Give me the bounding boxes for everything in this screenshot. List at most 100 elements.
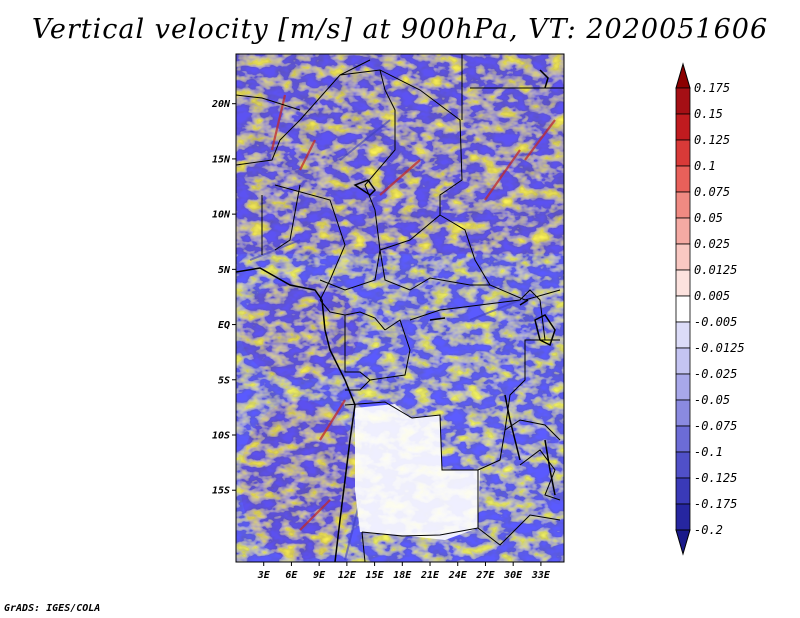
colorbar-label: -0.1 [694, 445, 723, 459]
colorbar-bin [675, 87, 691, 115]
colorbar-label: -0.0125 [694, 341, 745, 355]
downdraft-streaks [249, 119, 521, 561]
streak [484, 149, 521, 201]
lon-tick-label: 18E [393, 570, 412, 581]
colorbar-bin [675, 399, 691, 427]
colorbar-bin [675, 503, 691, 531]
colorbar-label: -0.075 [694, 419, 737, 433]
colorbar-label: -0.025 [694, 367, 737, 381]
colorbar-label: 0.0125 [694, 263, 737, 277]
colorbar-bin [675, 113, 691, 141]
lon-tick-label: 33E [531, 570, 551, 581]
colorbar: 0.175 0.15 0.125 0.1 0.075 0.05 0.025 0.0125 0.0… [675, 62, 745, 556]
streak [299, 139, 316, 171]
lon-tick-label: 3E [257, 570, 271, 581]
border-line [344, 401, 479, 537]
longitude-axis: 3E 6E 9E 12E 15E 18E 21E 24E 27E 30E 33E [257, 562, 551, 581]
colorbar-top-arrow [675, 62, 691, 89]
red-sea-coast [539, 69, 549, 89]
colorbar-bin [675, 347, 691, 375]
lake-tanganyika [504, 394, 521, 461]
colorbar-bin [675, 139, 691, 167]
colorbar-label: -0.005 [694, 315, 737, 329]
lake-malawi [544, 439, 556, 496]
colorbar-label: 0.075 [694, 185, 730, 199]
colorbar-label: -0.125 [694, 471, 737, 485]
lat-tick-label: EQ [218, 320, 230, 331]
border-line [344, 315, 371, 391]
border-line [319, 214, 441, 291]
lat-tick-label: 5S [218, 375, 230, 386]
lon-tick-label: 12E [338, 570, 357, 581]
border-line [379, 249, 490, 291]
colorbar-label: 0.025 [694, 237, 730, 251]
colorbar-bin [675, 295, 691, 323]
latitude-axis: 20N 15N 10N 5N EQ 5S 10S 15S [211, 99, 236, 497]
border-line [236, 59, 371, 166]
lon-tick-label: 27E [475, 570, 495, 581]
streak [339, 119, 391, 161]
colorbar-label: 0.15 [694, 107, 723, 121]
colorbar-bin [675, 243, 691, 271]
lon-tick-label: 9E [313, 570, 326, 581]
lake-victoria [534, 314, 556, 347]
border-line [274, 184, 346, 301]
streak [524, 119, 556, 161]
border-line [504, 339, 560, 431]
country-borders [236, 54, 564, 562]
lat-tick-label: 15S [212, 486, 230, 497]
colorbar-label: -0.175 [694, 497, 737, 511]
colorbar-bin [675, 425, 691, 453]
border-line [364, 69, 396, 251]
border-line [274, 184, 301, 251]
border-line [477, 514, 561, 546]
border-line [477, 419, 561, 471]
border-line [439, 214, 561, 301]
colorbar-label: 0.125 [694, 133, 730, 147]
border-line [319, 299, 386, 331]
lat-tick-label: 10S [212, 431, 230, 442]
border-line [236, 94, 301, 111]
coastline [236, 267, 323, 301]
colorbar-bottom-arrow [675, 529, 691, 556]
lat-tick-label: 20N [211, 99, 231, 110]
colorbar-bin [675, 165, 691, 193]
colorbar-bin [675, 217, 691, 245]
colorbar-label: -0.2 [694, 523, 723, 537]
map-frame [235, 53, 565, 563]
coastline [321, 299, 356, 562]
streak [299, 499, 331, 531]
colorbar-bin [675, 373, 691, 401]
map-title: Vertical velocity [m/s] at 900hPa, VT: 2… [31, 14, 769, 45]
border-line [369, 319, 411, 381]
colorbar-label: 0.005 [694, 289, 730, 303]
streak [469, 299, 521, 321]
map-plot-area [236, 54, 564, 562]
colorbar-bin [675, 451, 691, 479]
lon-tick-label: 6E [285, 570, 298, 581]
grads-credit: GrADS: IGES/COLA [4, 603, 101, 614]
colorbar-label: 0.1 [694, 159, 716, 173]
border-line [409, 289, 546, 341]
lon-tick-label: 21E [420, 570, 440, 581]
updraft-streaks [270, 94, 556, 531]
lon-tick-label: 15E [366, 570, 385, 581]
masked-terrain-area [355, 404, 480, 540]
lat-tick-label: 15N [212, 154, 231, 165]
colorbar-bin [675, 191, 691, 219]
border-line [519, 449, 561, 501]
colorbar-bin [675, 269, 691, 297]
lake-chad [353, 179, 376, 196]
lake-albert [519, 299, 529, 306]
lat-tick-label: 5N [218, 265, 231, 276]
lat-tick-label: 10N [212, 210, 231, 221]
coastlines-and-lakes [236, 69, 556, 562]
streak [379, 159, 421, 196]
streak [319, 399, 346, 441]
colorbar-label: 0.175 [694, 81, 730, 95]
lon-tick-label: 30E [503, 570, 523, 581]
colorbar-bin [675, 321, 691, 349]
colorbar-bin [675, 477, 691, 505]
colorbar-label: 0.05 [694, 211, 723, 225]
